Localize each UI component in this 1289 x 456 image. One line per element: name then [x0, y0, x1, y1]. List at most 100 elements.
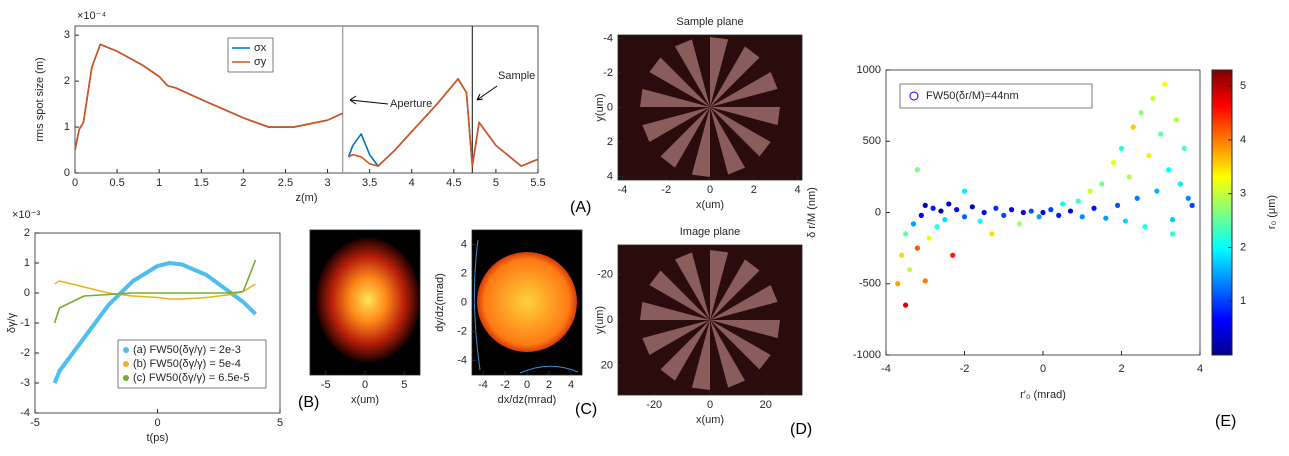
scatter-point — [934, 224, 939, 229]
scatter-point — [907, 267, 912, 272]
scatter-point — [1080, 214, 1085, 219]
legend-label: FW50(δr/M)=44nm — [926, 90, 1019, 102]
x-tick-label: 0 — [72, 177, 78, 189]
scatter-point — [1103, 216, 1108, 221]
y-axis-label: δγ/γ — [6, 312, 18, 333]
legend-label: (b) FW50(δγ/γ) = 5e-4 — [133, 358, 241, 370]
scatter-point — [982, 210, 987, 215]
x-tick-label: 2 — [751, 184, 757, 196]
scatter-point — [1178, 181, 1183, 186]
scatter-point — [1001, 213, 1006, 218]
y-tick-label: 2 — [24, 227, 30, 239]
scatter-point — [1170, 217, 1175, 222]
colorbar-tick-label: 4 — [1240, 134, 1246, 146]
x-tick-label: -2 — [500, 379, 510, 391]
y-axis-label: rms spot size (m) — [34, 57, 46, 141]
y-tick-label: 0 — [24, 287, 30, 299]
x-tick-label: 2 — [546, 379, 552, 391]
scatter-point — [942, 217, 947, 222]
x-tick-label: 4.5 — [446, 177, 461, 189]
scatter-point — [915, 167, 920, 172]
y-tick-label: -1 — [20, 317, 30, 329]
scatter-point — [1139, 110, 1144, 115]
scatter-point — [1123, 218, 1128, 223]
scatter-point — [989, 231, 994, 236]
y-tick-label: 1000 — [857, 64, 881, 76]
scatter-point — [1040, 210, 1045, 215]
y-axis-label: y(um) — [594, 306, 606, 334]
scatter-point — [903, 303, 908, 308]
x-axis-label: x(um) — [351, 394, 379, 406]
scatter-point — [962, 189, 967, 194]
y-tick-label: -20 — [597, 268, 613, 280]
scatter-point — [1056, 213, 1061, 218]
scatter-point — [919, 213, 924, 218]
scatter-point — [899, 253, 904, 258]
y-tick-label: 0 — [461, 296, 467, 308]
y-tick-label: 3 — [64, 29, 70, 41]
panel-label: (E) — [1215, 413, 1236, 430]
x-axis-label: z(m) — [296, 192, 318, 204]
series-line — [75, 44, 538, 166]
scatter-point — [1190, 203, 1195, 208]
divergence-disk — [477, 252, 577, 352]
colorbar-tick-label: 3 — [1240, 188, 1246, 200]
x-tick-label: 0.5 — [109, 177, 124, 189]
x-tick-label: 5.5 — [530, 177, 545, 189]
y-tick-label: 1 — [24, 257, 30, 269]
scatter-point — [1150, 96, 1155, 101]
colorbar-tick-label: 1 — [1240, 295, 1246, 307]
legend-label: σy — [254, 56, 267, 68]
scatter-point — [1170, 231, 1175, 236]
x-tick-label: 3.5 — [362, 177, 377, 189]
scatter-point — [1131, 124, 1136, 129]
scatter-point — [1076, 199, 1081, 204]
legend-marker — [123, 347, 129, 353]
y-axis-label: δ r/M (nm) — [806, 187, 818, 238]
scatter-point — [923, 278, 928, 283]
x-tick-label: 20 — [760, 399, 772, 411]
y-tick-label: 4 — [461, 238, 467, 250]
annotation-arrow — [350, 96, 388, 104]
legend-label: (c) FW50(δγ/γ) = 6.5e-5 — [133, 372, 249, 384]
y-tick-label: 0 — [64, 167, 70, 179]
x-tick-label: 1.5 — [194, 177, 209, 189]
x-tick-label: 5 — [493, 177, 499, 189]
scatter-point — [978, 218, 983, 223]
scatter-point — [923, 203, 928, 208]
y-tick-label: -4 — [603, 32, 613, 44]
x-tick-label: 0 — [362, 379, 368, 391]
panel-title: Image plane — [680, 226, 741, 238]
y-tick-label: 2 — [64, 75, 70, 87]
x-tick-label: 4 — [1197, 363, 1203, 375]
x-tick-label: 4 — [409, 177, 415, 189]
legend-marker — [123, 361, 129, 367]
scatter-point — [931, 206, 936, 211]
scatter-point — [1146, 153, 1151, 158]
panel-label: (C) — [575, 401, 597, 418]
axes-frame — [75, 26, 538, 173]
y-tick-label: -3 — [20, 377, 30, 389]
x-tick-label: 1 — [156, 177, 162, 189]
scatter-point — [970, 204, 975, 209]
x-tick-label: -5 — [321, 379, 331, 391]
x-tick-label: 5 — [277, 417, 283, 429]
x-tick-label: -4 — [617, 184, 627, 196]
series-line — [75, 44, 538, 166]
x-tick-label: 0 — [154, 417, 160, 429]
scatter-point — [1091, 206, 1096, 211]
panel-label: (D) — [790, 421, 812, 438]
scatter-point — [954, 207, 959, 212]
x-axis-label: dx/dz(mrad) — [498, 394, 557, 406]
y-tick-label: 2 — [461, 267, 467, 279]
scatter-point — [962, 214, 967, 219]
legend-marker — [123, 375, 129, 381]
annotation-text: Sample — [498, 70, 535, 82]
axis-multiplier: ×10⁻³ — [12, 209, 40, 221]
x-tick-label: -5 — [30, 417, 40, 429]
scatter-point — [1029, 208, 1034, 213]
y-tick-label: 4 — [607, 170, 613, 182]
colorbar-tick-label: 2 — [1240, 241, 1246, 253]
x-tick-label: 2.5 — [278, 177, 293, 189]
x-tick-label: 0 — [524, 379, 530, 391]
